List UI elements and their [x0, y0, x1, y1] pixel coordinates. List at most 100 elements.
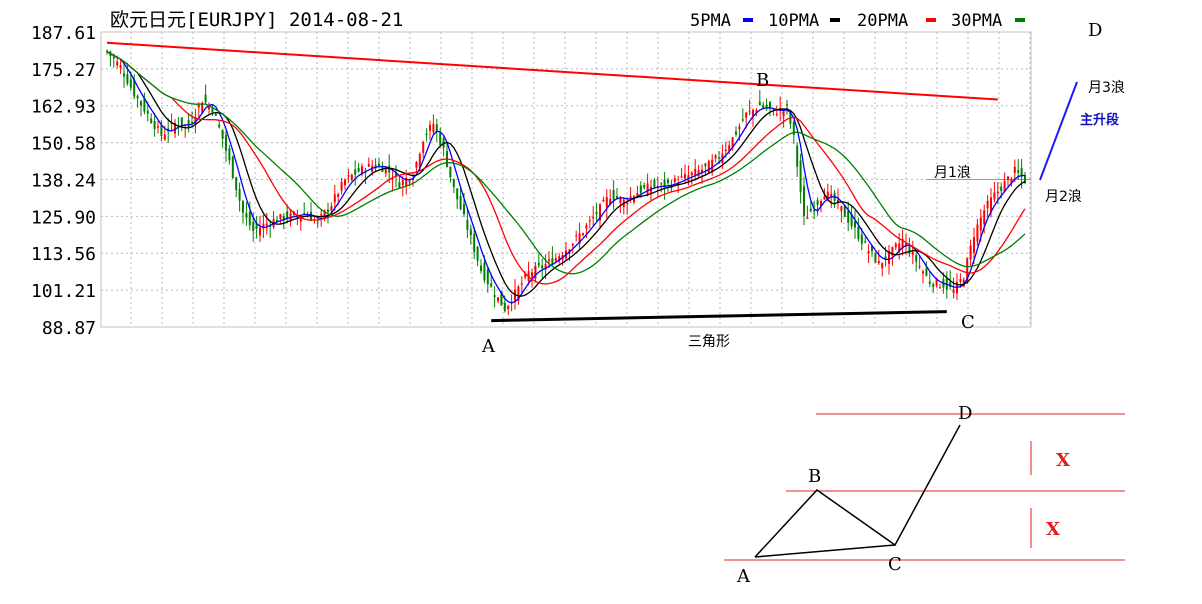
candle-body	[905, 243, 907, 246]
candle-body	[826, 191, 829, 199]
candle-body	[898, 243, 901, 251]
candle-body	[575, 235, 578, 237]
legend-30pma-swatch	[1015, 18, 1025, 22]
candle-body	[925, 268, 928, 276]
candle-body	[718, 157, 720, 159]
legend-20pma-label: 20PMA	[857, 11, 908, 31]
candle-body	[939, 287, 941, 289]
candle-body	[932, 284, 935, 287]
candle-body	[660, 183, 663, 185]
candle-body	[928, 281, 931, 284]
legend-10pma-swatch	[830, 18, 840, 22]
chart-title: 欧元日元[EURJPY] 2014-08-21	[110, 9, 403, 31]
candle-body	[133, 79, 136, 97]
candle-body	[888, 250, 890, 264]
candle-body	[558, 256, 561, 262]
candle-body	[979, 217, 982, 231]
candle-body	[619, 197, 622, 204]
candle-body	[755, 110, 758, 113]
candle-body	[476, 246, 479, 261]
candle-body	[1003, 181, 1006, 193]
candle-body	[395, 171, 397, 177]
candle-body	[588, 220, 591, 222]
candle-body	[337, 194, 340, 197]
label-point-b: B	[756, 70, 769, 91]
candle-body	[415, 162, 418, 168]
candle-body	[106, 50, 108, 52]
candle-body	[731, 137, 734, 149]
candle-body	[425, 133, 428, 136]
diagram-label-b: B	[808, 466, 821, 487]
candle-body	[854, 221, 856, 228]
candle-body	[432, 123, 435, 133]
candle-body	[500, 291, 503, 306]
candle-body	[330, 206, 333, 211]
candle-body	[554, 258, 557, 262]
candle-body	[456, 188, 459, 200]
candle-body	[541, 265, 544, 269]
label-point-d: D	[1088, 20, 1102, 41]
candle-body	[333, 194, 336, 203]
candle-body	[255, 223, 258, 229]
y-tick-label: 138.24	[31, 171, 96, 192]
candle-body	[585, 225, 588, 229]
candle-body	[966, 258, 969, 282]
candle-body	[646, 183, 649, 196]
candle-body	[775, 114, 778, 116]
candle-body	[901, 238, 904, 248]
candle-body	[599, 204, 601, 221]
candle-body	[973, 237, 975, 253]
candle-body	[959, 279, 962, 282]
candle-body	[605, 197, 608, 208]
label-wave3: 月3浪	[1088, 80, 1125, 96]
candle-body	[701, 169, 703, 173]
candle-body	[180, 117, 183, 128]
candle-body	[738, 126, 741, 130]
y-tick-label: 162.93	[31, 97, 96, 118]
candle-body	[160, 125, 163, 136]
candle-body	[354, 169, 357, 175]
candle-body	[146, 110, 149, 114]
candle-body	[486, 269, 489, 285]
candle-body	[235, 177, 238, 190]
candle-body	[803, 186, 805, 216]
candle-body	[469, 229, 472, 236]
candle-body	[650, 186, 652, 194]
candle-body	[514, 289, 516, 302]
candle-body	[707, 161, 710, 174]
candle-body	[306, 216, 309, 218]
candle-body	[1007, 176, 1009, 180]
diagram-path	[754, 424, 961, 558]
candle-body	[422, 141, 425, 153]
candle-body	[809, 208, 812, 212]
candle-body	[384, 167, 387, 174]
candle-body	[459, 195, 462, 210]
candle-body	[405, 177, 408, 187]
candle-body	[211, 107, 214, 113]
candle-body	[1013, 166, 1016, 173]
candle-body	[990, 197, 992, 213]
ma-line-10pma	[106, 51, 1026, 297]
candle-body	[449, 166, 452, 178]
candle-body	[408, 180, 411, 183]
candle-body	[429, 124, 431, 131]
candle-body	[242, 201, 244, 213]
candle-body	[847, 210, 850, 223]
candle-body	[667, 179, 669, 184]
y-tick-label: 101.21	[31, 281, 96, 302]
candle-body	[813, 209, 816, 212]
candle-body	[398, 182, 401, 188]
legend-5pma-swatch	[743, 18, 753, 22]
candle-body	[636, 193, 639, 198]
candle-body	[786, 104, 788, 106]
candle-body	[265, 223, 268, 226]
candle-body	[874, 253, 877, 263]
candle-body	[823, 196, 826, 200]
candle-body	[259, 227, 261, 236]
candle-body	[952, 289, 955, 293]
candle-body	[714, 155, 717, 159]
candle-body	[490, 283, 493, 287]
candle-body	[157, 126, 159, 128]
candle-body	[153, 121, 156, 129]
candle-body	[245, 213, 248, 218]
